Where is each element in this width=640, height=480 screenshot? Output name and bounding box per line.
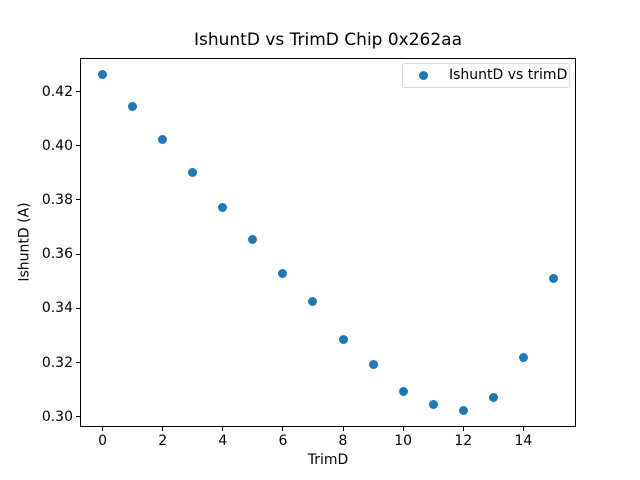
data-point [98, 70, 108, 80]
data-point [158, 135, 168, 145]
y-tick-mark [76, 362, 80, 364]
y-tick-label: 0.40 [41, 137, 73, 154]
x-axis-label: TrimD [307, 452, 349, 468]
y-tick-mark [76, 416, 80, 418]
data-point [428, 399, 438, 409]
data-point [218, 202, 228, 212]
y-tick-label: 0.42 [41, 83, 73, 100]
legend-label: IshuntD vs trimD [449, 67, 568, 83]
data-point [518, 352, 528, 362]
y-tick-mark [76, 307, 80, 309]
y-tick-label: 0.38 [41, 191, 73, 208]
x-tick-label: 12 [454, 433, 473, 449]
data-point [458, 405, 468, 415]
data-point [188, 167, 198, 177]
x-tick-mark [462, 427, 464, 431]
x-tick-mark [102, 427, 104, 431]
data-point [338, 334, 348, 344]
x-tick-mark [342, 427, 344, 431]
x-tick-mark [282, 427, 284, 431]
data-point [248, 234, 258, 244]
y-tick-mark [76, 145, 80, 147]
x-tick-mark [222, 427, 224, 431]
data-point [278, 269, 288, 279]
x-tick-label: 14 [514, 433, 533, 449]
y-tick-mark [76, 91, 80, 93]
x-tick-label: 4 [218, 433, 228, 449]
x-tick-mark [402, 427, 404, 431]
x-tick-label: 0 [98, 433, 107, 449]
y-tick-label: 0.32 [41, 354, 73, 371]
y-tick-label: 0.30 [41, 408, 73, 425]
x-tick-label: 6 [278, 433, 288, 449]
data-point [308, 297, 318, 307]
data-point [128, 102, 138, 112]
x-tick-mark [522, 427, 524, 431]
legend: IshuntD vs trimD [402, 63, 570, 88]
scatter-marker-icon [419, 71, 428, 80]
data-point [488, 393, 498, 403]
y-axis-label: IshuntD (A) [16, 202, 33, 282]
x-tick-label: 8 [338, 433, 348, 449]
data-point [398, 386, 408, 396]
y-tick-label: 0.36 [41, 246, 73, 263]
y-tick-mark [76, 199, 80, 201]
chart-title: IshuntD vs TrimD Chip 0x262aa [193, 30, 463, 50]
data-point [548, 274, 558, 284]
y-tick-label: 0.34 [41, 300, 73, 317]
x-tick-label: 2 [158, 433, 168, 449]
plot-area [80, 58, 576, 427]
y-tick-mark [76, 253, 80, 255]
data-point [368, 360, 378, 370]
x-tick-mark [162, 427, 164, 431]
x-tick-label: 10 [394, 433, 413, 449]
